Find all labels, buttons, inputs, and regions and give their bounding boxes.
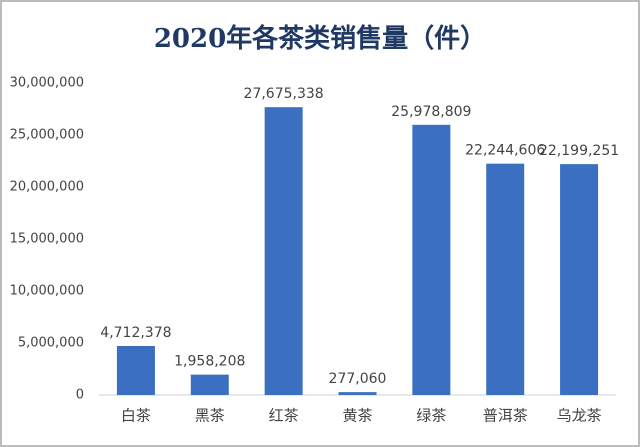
x-tick-label: 绿茶 [416,407,446,425]
bar [264,107,303,395]
y-tick-label: 30,000,000 [10,76,84,91]
y-tick-label: 15,000,000 [10,232,84,247]
bar [560,164,599,395]
y-tick-label: 0 [76,388,84,403]
data-label: 22,244,606 [465,143,545,159]
x-tick-label: 黄茶 [342,407,372,425]
data-label: 1,958,208 [174,354,245,370]
x-tick-label: 普洱茶 [483,407,528,425]
bar [486,163,525,395]
bar [412,124,451,396]
data-label: 22,199,251 [539,143,619,159]
x-tick-label: 乌龙茶 [557,407,602,425]
chart-title: 2020年各茶类销售量（件） [154,23,486,54]
bar [338,392,377,395]
y-tick-label: 25,000,000 [10,128,84,143]
data-label: 25,978,809 [391,104,471,120]
y-tick-label: 10,000,000 [10,284,84,299]
x-tick-label: 红茶 [269,407,299,425]
data-label: 4,712,378 [100,325,171,341]
bar [116,345,155,395]
x-tick-label: 白茶 [121,407,151,425]
y-tick-label: 5,000,000 [18,336,84,351]
data-label: 277,060 [329,371,387,387]
x-tick-label: 黑茶 [195,407,225,425]
data-label: 27,675,338 [244,86,324,102]
y-tick-label: 20,000,000 [10,180,84,195]
bar [190,374,229,395]
